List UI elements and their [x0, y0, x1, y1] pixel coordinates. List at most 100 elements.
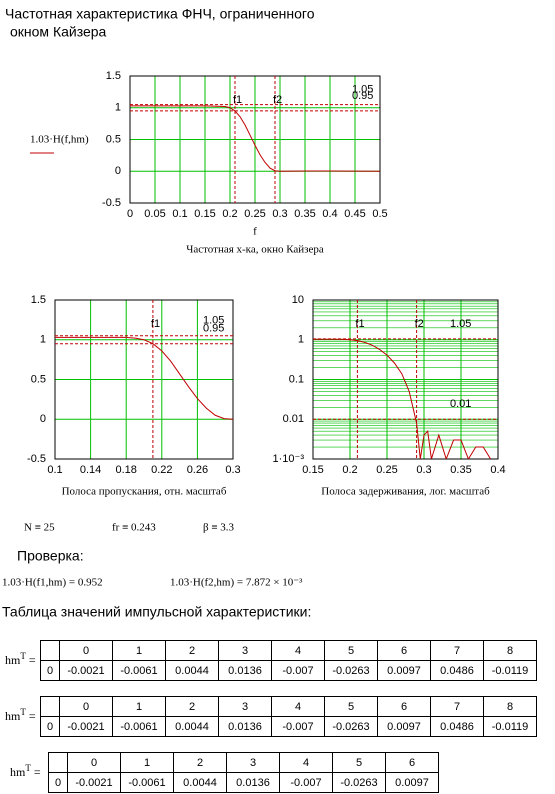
value-cell: 0.0097 — [377, 660, 431, 681]
plot-frame — [129, 75, 381, 204]
row-header: 0 — [40, 660, 60, 681]
value-cell: -0.0061 — [112, 660, 166, 681]
marker-label: f2 — [415, 318, 424, 330]
value-cell: -0.007 — [271, 716, 325, 737]
y-tick-label: 0 — [115, 165, 121, 177]
matrix-table: 0 1 2 3 4 5 6 0 -0.0021 -0.0061 0.0044 0.0136 -0.007… — [48, 752, 439, 793]
legend-label: 1.03·H(f,hm) — [30, 134, 89, 146]
marker-label: f2 — [273, 94, 282, 106]
marker-label: 1.05 — [203, 315, 224, 327]
y-tick-label: 0.1 — [289, 373, 304, 385]
label-operator: = — [33, 765, 41, 779]
x-tick-label: 0.15 — [302, 464, 323, 476]
label-name: hm — [5, 653, 21, 667]
value-cell: -0.0119 — [483, 660, 537, 681]
table-label: hmT = — [5, 651, 36, 668]
column-header: 4 — [271, 696, 325, 717]
value-cell: 0.0097 — [377, 716, 431, 737]
table-label: hmT = — [10, 763, 41, 780]
x-tick-label: 0 — [127, 208, 133, 220]
label-name: hm — [5, 709, 21, 723]
x-tick-label: 0.2 — [342, 464, 357, 476]
column-header: 6 — [377, 640, 431, 661]
column-header: 2 — [173, 752, 227, 773]
value-cell: 0.0044 — [173, 772, 227, 793]
param: β ≡ 3.3 — [203, 522, 235, 534]
column-header: 0 — [67, 752, 121, 773]
value-cell: -0.0061 — [112, 716, 166, 737]
column-header: 7 — [430, 696, 484, 717]
y-tick-label: 0.5 — [106, 133, 121, 145]
x-tick-label: 0.3 — [416, 464, 431, 476]
corner-cell — [40, 696, 60, 717]
value-cell: 0.0044 — [165, 660, 219, 681]
value-cell: -0.0061 — [120, 772, 174, 793]
column-header: 0 — [59, 696, 113, 717]
column-header: 5 — [324, 640, 378, 661]
y-tick-label: 0.01 — [283, 413, 304, 425]
value-cell: -0.0263 — [332, 772, 386, 793]
chart-caption: Полоса пропускания, отн. масштаб — [62, 486, 227, 498]
label-superscript: T — [20, 651, 26, 661]
value-cell: -0.007 — [279, 772, 333, 793]
y-tick-label: 1 — [40, 334, 46, 346]
marker-label: 0.95 — [203, 323, 224, 335]
y-tick-label: 0 — [40, 413, 46, 425]
marker-label: f1 — [355, 318, 364, 330]
column-header: 2 — [165, 696, 219, 717]
y-tick-label: -0.5 — [27, 453, 46, 465]
value-cell: 0.0486 — [430, 716, 484, 737]
column-header: 1 — [120, 752, 174, 773]
column-header: 5 — [332, 752, 386, 773]
chart-caption: Полоса задерживания, лог. масштаб — [321, 486, 490, 498]
corner-cell — [48, 752, 68, 773]
marker-label: 0.01 — [450, 398, 471, 410]
x-tick-label: 0.25 — [244, 208, 265, 220]
x-axis-label: f — [253, 226, 257, 238]
y-tick-label: 1.5 — [106, 70, 121, 82]
marker-label: 1.05 — [450, 318, 471, 330]
column-header: 1 — [112, 640, 166, 661]
x-tick-label: 0.3 — [272, 208, 287, 220]
check-title: Проверка: — [17, 548, 84, 564]
row-header: 0 — [40, 716, 60, 737]
row-header: 0 — [48, 772, 68, 793]
x-tick-label: 0.3 — [225, 464, 240, 476]
value-cell: -0.0021 — [67, 772, 121, 793]
column-header: 3 — [226, 752, 280, 773]
value-cell: 0.0136 — [218, 660, 272, 681]
matrix-table: 0 1 2 3 4 5 6 7 8 0 -0.0021 -0.0061 0.0044 0.0136 -0.0… — [40, 640, 537, 681]
value-cell: -0.0021 — [59, 716, 113, 737]
label-name: hm — [10, 765, 26, 779]
marker-label: 0.95 — [352, 90, 373, 102]
value-row: 0 -0.0021 -0.0061 0.0044 0.0136 -0.007 -0.0263… — [40, 660, 537, 681]
marker-label: f1 — [151, 318, 160, 330]
column-header: 6 — [377, 696, 431, 717]
column-header: 8 — [483, 640, 537, 661]
y-tick-label: 1 — [115, 102, 121, 114]
title-line: Частотная характеристика ФНЧ, ограниченн… — [5, 6, 315, 22]
x-tick-label: 0.22 — [151, 464, 172, 476]
x-tick-label: 0.45 — [344, 208, 365, 220]
column-header: 4 — [271, 640, 325, 661]
value-cell: 0.0136 — [218, 716, 272, 737]
data-line — [313, 338, 492, 459]
x-tick-label: 0.35 — [450, 464, 471, 476]
value-row: 0 -0.0021 -0.0061 0.0044 0.0136 -0.007 -0.0263… — [40, 716, 537, 737]
check-item: 1.03·H(f1,hm) = 0.952 — [2, 577, 103, 589]
plot-frame — [312, 299, 499, 460]
x-tick-label: 0.1 — [47, 464, 62, 476]
x-tick-label: 0.1 — [172, 208, 187, 220]
x-tick-label: 0.15 — [194, 208, 215, 220]
data-line — [130, 105, 380, 172]
value-cell: 0.0486 — [430, 660, 484, 681]
value-cell: 0.0136 — [226, 772, 280, 793]
x-tick-label: 0.2 — [222, 208, 237, 220]
title-line: окном Кайзера — [10, 24, 107, 40]
x-tick-label: 0.05 — [144, 208, 165, 220]
y-tick-label: 0.5 — [31, 373, 46, 385]
